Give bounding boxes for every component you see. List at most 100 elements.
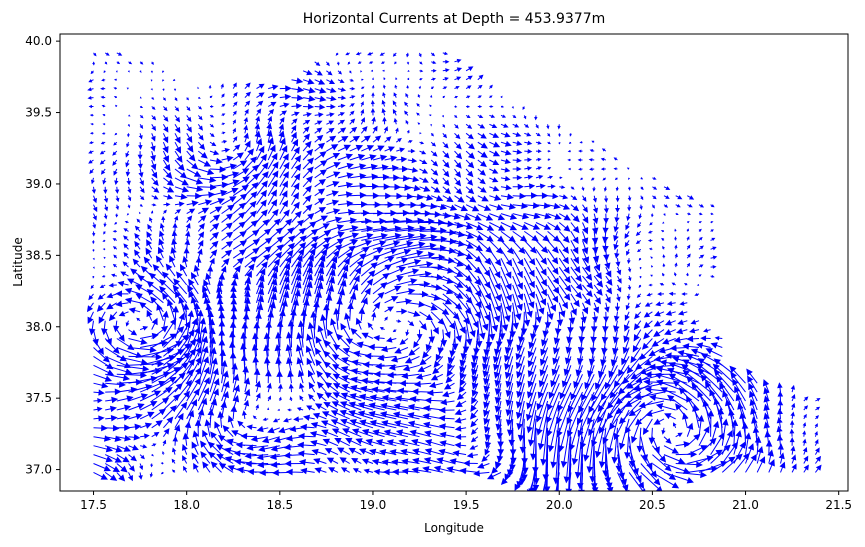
current-arrow xyxy=(209,206,223,215)
current-arrow xyxy=(326,224,345,232)
current-arrow xyxy=(244,210,257,223)
current-arrow xyxy=(767,449,774,464)
current-arrow xyxy=(615,436,623,473)
current-arrow xyxy=(102,123,106,126)
current-arrow xyxy=(324,448,339,456)
current-arrow xyxy=(337,225,359,232)
current-arrow xyxy=(481,454,490,462)
current-arrow xyxy=(93,424,108,432)
current-arrow xyxy=(279,209,290,223)
current-arrow xyxy=(512,230,528,242)
current-arrow xyxy=(424,439,443,447)
current-arrow xyxy=(173,88,177,92)
current-arrow xyxy=(729,365,746,384)
current-arrow xyxy=(321,429,339,438)
current-arrow xyxy=(500,257,512,279)
current-arrow xyxy=(314,95,327,102)
current-arrow xyxy=(745,443,754,464)
current-arrow xyxy=(349,225,374,233)
current-arrow xyxy=(162,150,170,163)
current-arrow xyxy=(535,132,541,137)
current-arrow xyxy=(207,265,214,277)
current-arrow xyxy=(535,183,546,189)
current-arrow xyxy=(547,284,559,304)
current-arrow xyxy=(156,303,164,321)
current-arrow xyxy=(523,266,535,289)
current-arrow xyxy=(337,87,347,92)
current-arrow xyxy=(547,184,556,189)
current-arrow xyxy=(349,209,370,217)
current-arrow xyxy=(162,79,165,82)
current-arrow xyxy=(674,236,678,241)
current-arrow xyxy=(339,457,350,464)
current-arrow xyxy=(644,355,665,366)
current-arrow xyxy=(232,373,240,393)
current-arrow xyxy=(535,257,547,276)
x-tick-label: 19.0 xyxy=(360,498,387,512)
current-arrow xyxy=(289,396,293,402)
current-arrow xyxy=(511,106,514,109)
current-arrow xyxy=(454,168,462,178)
current-arrow xyxy=(347,61,351,65)
current-arrow xyxy=(160,462,164,465)
current-arrow xyxy=(382,91,386,98)
current-arrow xyxy=(256,453,280,461)
current-arrow xyxy=(570,213,580,223)
current-arrow xyxy=(465,186,475,195)
current-arrow xyxy=(139,401,158,411)
current-arrow xyxy=(578,382,595,414)
current-arrow xyxy=(500,249,513,267)
current-arrow xyxy=(128,403,145,411)
current-arrow xyxy=(384,155,398,162)
current-arrow xyxy=(558,257,570,275)
current-arrow xyxy=(313,458,327,465)
current-arrow xyxy=(500,266,512,291)
current-arrow xyxy=(284,460,304,467)
y-tick-label: 39.0 xyxy=(25,177,52,191)
current-arrow xyxy=(721,441,739,464)
current-arrow xyxy=(573,365,583,389)
current-arrow xyxy=(484,445,491,456)
current-arrow xyxy=(291,281,302,312)
current-arrow xyxy=(232,202,246,214)
current-arrow xyxy=(171,238,178,250)
current-arrow xyxy=(544,311,552,329)
current-arrow xyxy=(172,78,176,82)
current-arrow xyxy=(442,257,464,267)
current-arrow xyxy=(710,255,718,260)
current-arrow xyxy=(803,413,807,420)
current-arrow xyxy=(138,472,143,480)
current-arrow xyxy=(314,134,324,143)
current-arrow xyxy=(402,364,420,372)
current-arrow xyxy=(267,108,275,116)
current-arrow xyxy=(582,240,589,255)
current-arrow xyxy=(174,209,182,215)
current-arrow xyxy=(332,392,350,402)
current-arrow xyxy=(314,103,326,110)
current-arrow xyxy=(667,367,700,384)
current-arrow xyxy=(556,311,564,327)
current-arrow xyxy=(99,284,106,289)
current-arrow xyxy=(159,222,165,232)
current-arrow xyxy=(756,446,764,464)
current-arrow xyxy=(125,150,130,158)
current-arrow xyxy=(361,135,371,143)
current-arrow xyxy=(221,390,230,411)
current-arrow xyxy=(581,231,589,245)
current-arrow xyxy=(776,425,783,437)
current-arrow xyxy=(777,399,784,411)
current-arrow xyxy=(568,382,583,413)
current-arrow xyxy=(466,105,471,109)
current-arrow xyxy=(581,186,585,192)
current-arrow xyxy=(815,398,821,402)
current-arrow xyxy=(92,61,96,66)
current-arrow xyxy=(559,185,566,190)
current-arrow xyxy=(244,256,258,268)
current-arrow xyxy=(198,168,215,176)
current-arrow xyxy=(350,328,362,339)
current-arrow xyxy=(106,302,118,310)
current-arrow xyxy=(337,279,347,303)
current-arrow xyxy=(459,374,467,387)
current-arrow xyxy=(285,468,304,476)
current-arrow xyxy=(232,221,246,232)
